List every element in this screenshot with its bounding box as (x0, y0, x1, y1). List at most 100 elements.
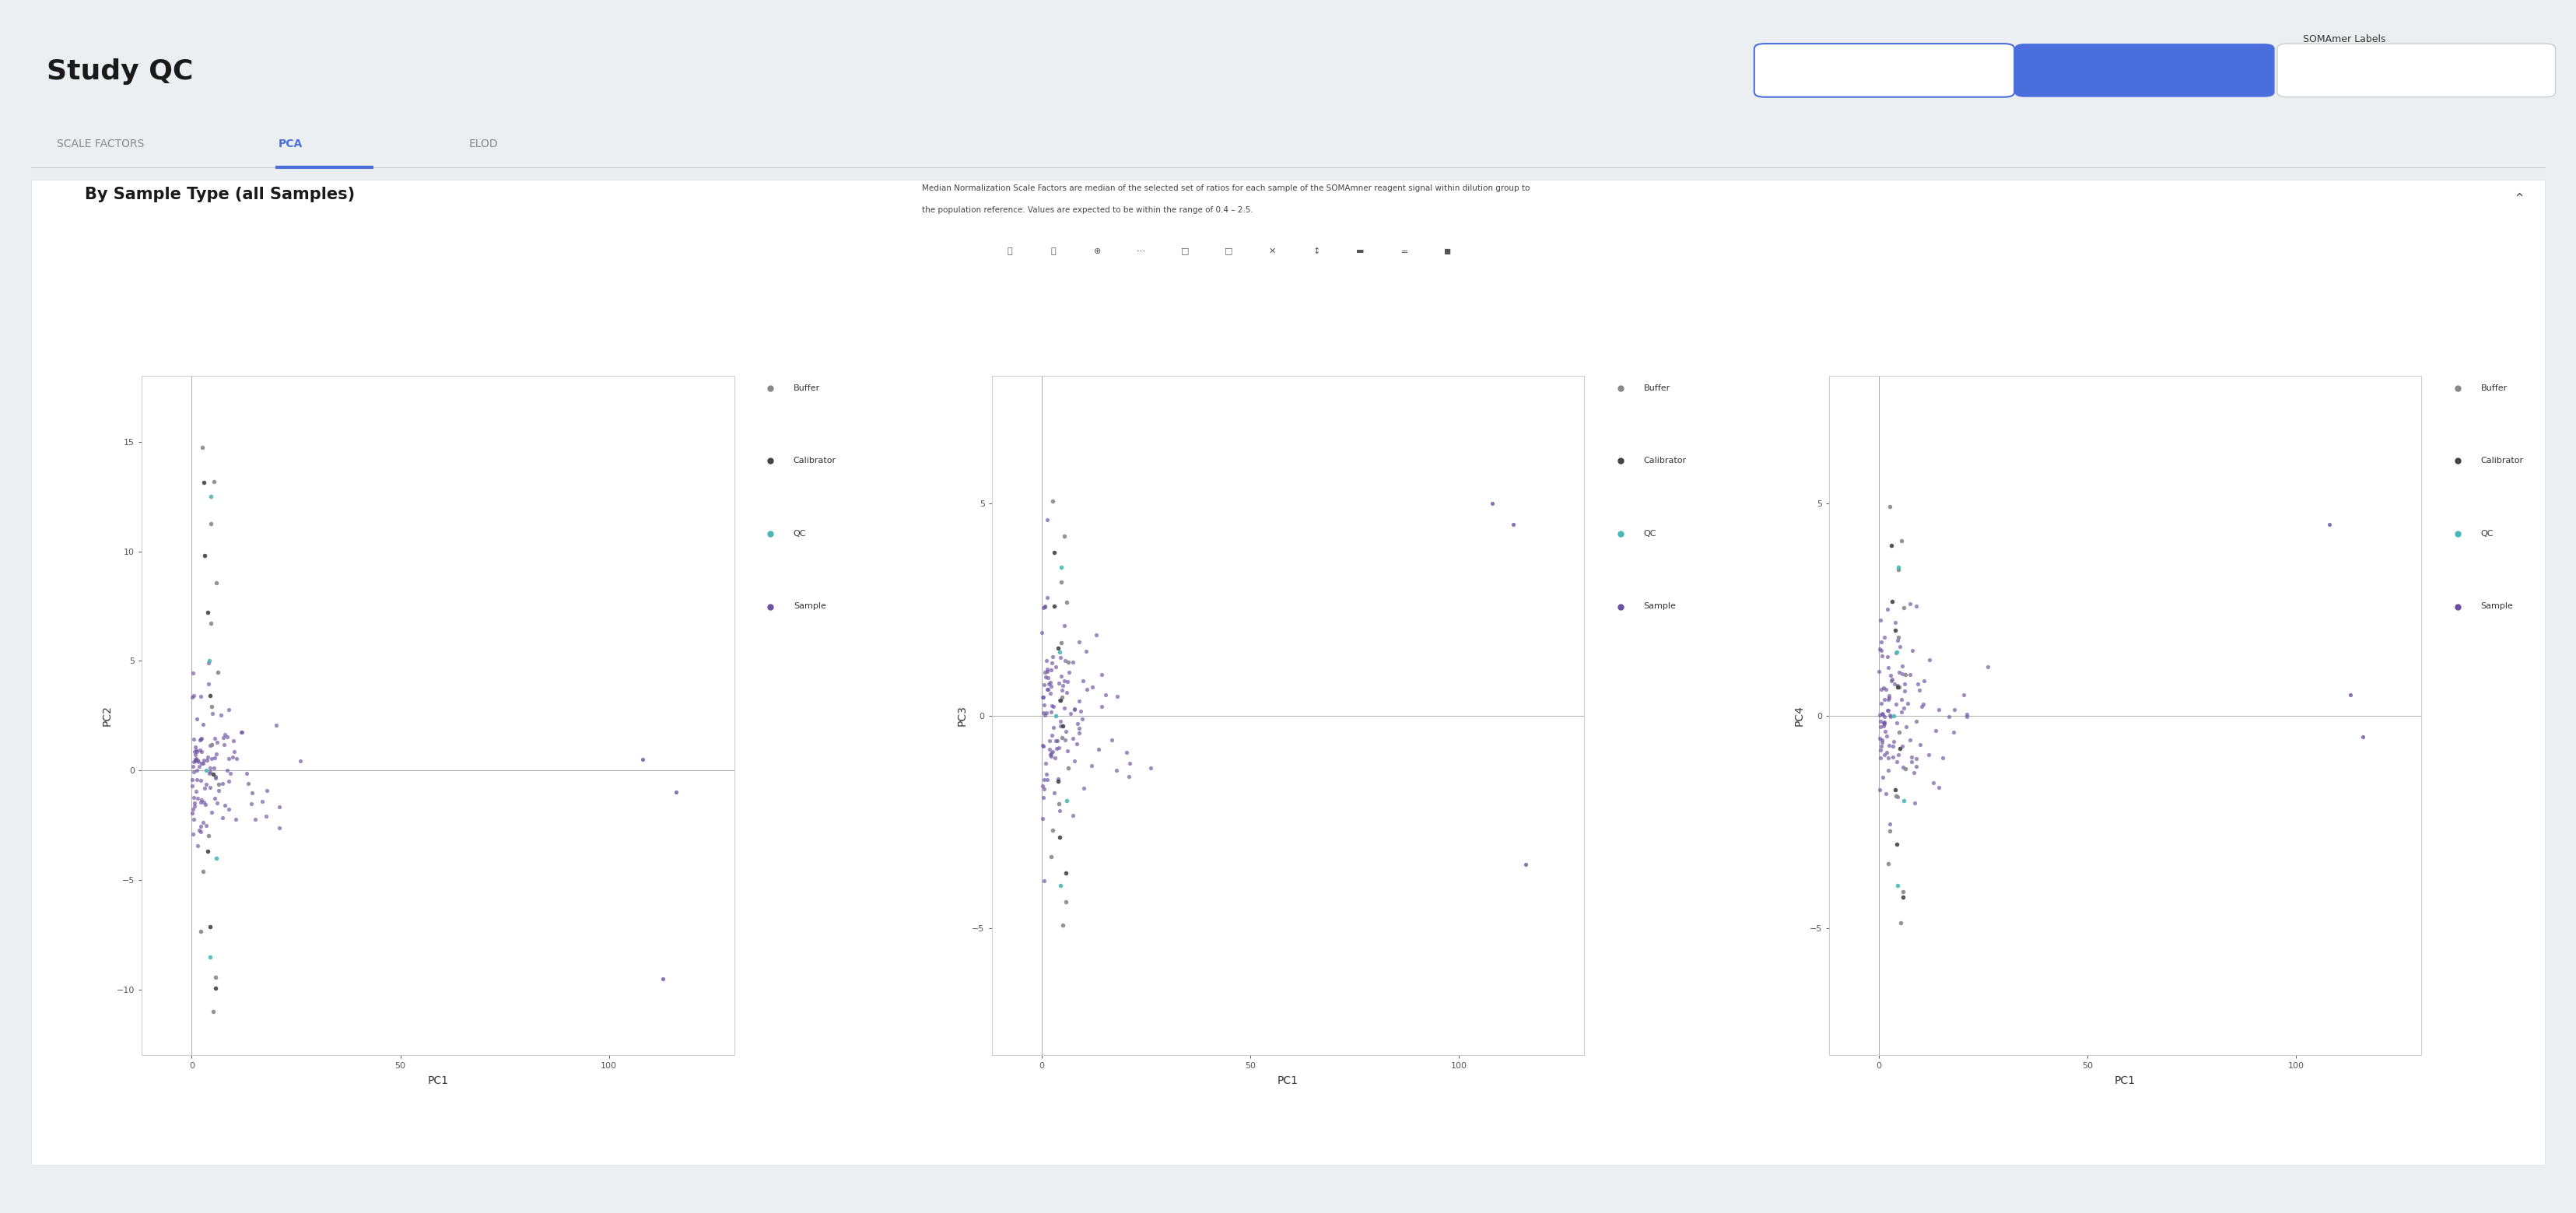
Point (1873, 706, 1914, 725)
Point (178, 820, 219, 839)
Point (175, 751, 216, 770)
Point (1077, 625, 1118, 644)
Point (1023, 702, 1064, 722)
Point (1860, 706, 1901, 725)
Point (180, 730, 222, 750)
Point (1023, 598, 1064, 617)
Point (1891, 730, 1932, 750)
Point (1886, 759, 1927, 779)
Point (201, 774, 242, 793)
Text: ═: ═ (1401, 247, 1406, 255)
Point (1033, 821, 1074, 841)
Point (1945, 707, 1986, 727)
Point (1028, 740, 1069, 759)
Point (1865, 707, 1906, 727)
Point (227, 774, 268, 793)
Point (1030, 677, 1072, 696)
Point (1883, 888, 1924, 907)
Point (214, 742, 255, 762)
Point (178, 837, 219, 856)
Point (191, 685, 232, 705)
Point (175, 745, 216, 764)
Point (1077, 739, 1118, 758)
Point (183, 813, 224, 832)
Point (180, 687, 222, 706)
Point (232, 784, 273, 803)
Point (178, 710, 219, 729)
Point (1041, 717, 1082, 736)
Point (1046, 791, 1087, 810)
Text: ↻  RESET ADAT: ↻ RESET ADAT (1847, 64, 1922, 74)
Point (180, 742, 222, 762)
Point (175, 740, 216, 759)
Point (1043, 716, 1084, 735)
Point (1108, 767, 1149, 786)
Point (1038, 769, 1079, 788)
Point (1873, 670, 1914, 689)
Point (193, 764, 234, 784)
Point (175, 738, 216, 757)
Point (1880, 913, 1922, 933)
Point (188, 917, 229, 936)
Point (1870, 535, 1911, 554)
Point (173, 797, 214, 816)
Point (1875, 835, 1917, 854)
Point (191, 735, 232, 754)
Text: SCALE FACTORS: SCALE FACTORS (57, 138, 144, 149)
Point (1054, 805, 1095, 825)
Point (216, 809, 258, 828)
Point (173, 762, 214, 781)
Point (1038, 795, 1079, 814)
Point (178, 757, 219, 776)
Point (180, 770, 222, 790)
Point (1025, 706, 1066, 725)
Point (1056, 735, 1097, 754)
Point (1043, 526, 1084, 546)
Point (191, 947, 232, 967)
Point (193, 472, 234, 491)
Point (175, 761, 216, 780)
Point (1888, 694, 1929, 713)
Point (183, 546, 224, 565)
Point (1870, 592, 1911, 611)
Point (1066, 642, 1108, 661)
Point (1860, 736, 1901, 756)
Point (188, 651, 229, 671)
Point (183, 438, 224, 457)
Point (1030, 683, 1072, 702)
Text: QC: QC (1643, 530, 1656, 537)
Point (1033, 491, 1074, 511)
Point (191, 736, 232, 756)
Point (180, 740, 222, 759)
Point (255, 716, 296, 735)
Point (1023, 674, 1064, 694)
Point (1862, 705, 1904, 724)
Point (1888, 594, 1929, 614)
Point (222, 723, 263, 742)
Point (1878, 637, 1919, 656)
Point (1023, 688, 1064, 707)
Point (1041, 676, 1082, 695)
Point (1030, 746, 1072, 765)
Point (1038, 771, 1079, 791)
Point (1028, 659, 1069, 678)
Text: Sample: Sample (793, 603, 827, 610)
Point (206, 727, 247, 746)
Point (1030, 745, 1072, 764)
Point (204, 728, 245, 747)
Point (173, 824, 214, 843)
Point (180, 791, 222, 810)
Text: ⋯: ⋯ (1136, 247, 1146, 255)
Point (1054, 700, 1095, 719)
Point (173, 769, 214, 788)
Point (1471, 494, 1512, 513)
Point (1891, 747, 1932, 767)
Point (175, 770, 216, 790)
Point (193, 729, 234, 748)
Point (1036, 731, 1077, 751)
Point (211, 731, 252, 751)
Point (1904, 695, 1945, 714)
Point (1038, 801, 1079, 820)
Point (1033, 697, 1074, 717)
Point (1061, 671, 1103, 690)
